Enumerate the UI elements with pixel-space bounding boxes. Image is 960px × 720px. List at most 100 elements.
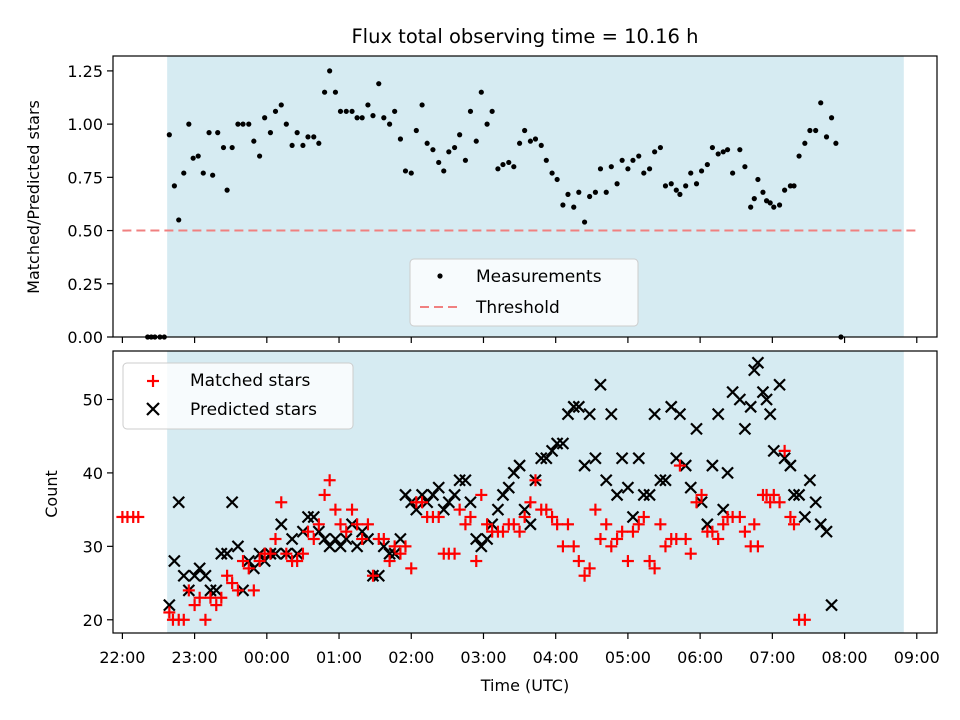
measurement-point bbox=[742, 164, 748, 170]
bottom-axes-frame bbox=[112, 350, 938, 634]
predicted-star-point bbox=[798, 510, 812, 524]
predicted-star-point bbox=[534, 451, 548, 465]
matched-star-point bbox=[453, 503, 466, 516]
matched-star-point bbox=[329, 503, 342, 516]
matched-star-point bbox=[551, 518, 564, 531]
measurement-point bbox=[473, 138, 479, 144]
matched-star-point bbox=[312, 518, 325, 531]
measurement-point bbox=[646, 166, 653, 172]
measurement-point bbox=[210, 172, 216, 178]
predicted-star-point bbox=[540, 451, 553, 465]
predicted-star-point bbox=[763, 407, 777, 421]
predicted-star-point bbox=[773, 378, 786, 392]
predicted-star-point bbox=[567, 400, 581, 414]
matched-star-point bbox=[659, 540, 672, 553]
bottom-panel: 20 30 40 50 22:00 23:00 00:00 01:00 02:00 03:00 0… bbox=[42, 350, 940, 695]
matched-star-point bbox=[448, 547, 461, 560]
predicted-star-point bbox=[615, 451, 629, 465]
matched-star-point bbox=[611, 533, 624, 545]
matched-star-point bbox=[637, 510, 650, 523]
predicted-star-point bbox=[355, 525, 369, 538]
predicted-star-point bbox=[334, 540, 347, 553]
matched-star-point bbox=[193, 591, 206, 604]
measurement-point bbox=[235, 121, 241, 127]
predicted-star-point bbox=[550, 437, 564, 450]
top-y-tick-label: 1.25 bbox=[67, 62, 103, 81]
predicted-star-point bbox=[312, 525, 326, 538]
measurement-point bbox=[397, 136, 404, 142]
matched-star-point bbox=[204, 591, 217, 604]
measurement-point bbox=[538, 142, 544, 149]
measurement-point bbox=[511, 164, 517, 170]
matched-star-point bbox=[199, 613, 212, 626]
predicted-star-point bbox=[513, 459, 526, 472]
matched-star-point bbox=[767, 488, 780, 501]
measurement-point bbox=[823, 134, 830, 140]
top-x-ticks bbox=[121, 337, 918, 343]
predicted-star-point bbox=[673, 407, 687, 421]
measurement-point bbox=[597, 166, 604, 172]
matched-star-point bbox=[706, 525, 719, 538]
measurement-point bbox=[802, 140, 808, 146]
measurement-point bbox=[215, 130, 221, 136]
count-points bbox=[116, 356, 838, 626]
matched-star-point bbox=[307, 533, 320, 545]
matched-star-point bbox=[690, 496, 703, 509]
measurement-point bbox=[662, 183, 669, 189]
measurement-point bbox=[262, 115, 268, 121]
matched-star-point bbox=[784, 510, 797, 523]
bottom-y-tick-label: 40 bbox=[83, 464, 103, 483]
predicted-star-point bbox=[225, 496, 239, 509]
measurement-point bbox=[316, 140, 322, 146]
predicted-star-point bbox=[784, 459, 797, 472]
measurement-point bbox=[200, 170, 206, 176]
predicted-star-point bbox=[199, 569, 212, 582]
predicted-star-point bbox=[459, 473, 472, 487]
matched-star-point bbox=[221, 569, 234, 582]
top-legend: Measurements Threshold bbox=[409, 258, 639, 327]
measurement-point bbox=[186, 121, 192, 127]
predicted-star-point bbox=[464, 496, 477, 509]
predicted-star-point bbox=[621, 481, 635, 494]
predicted-star-point bbox=[274, 518, 288, 531]
matched-star-point bbox=[621, 555, 634, 568]
measurement-point bbox=[813, 127, 819, 134]
x-tick-label: 03:00 bbox=[460, 648, 506, 667]
predicted-star-point bbox=[318, 532, 331, 546]
predicted-star-point bbox=[415, 488, 429, 502]
measurement-point bbox=[424, 140, 430, 146]
measurement-point bbox=[462, 157, 469, 163]
measurement-point bbox=[190, 155, 196, 161]
matched-star-point bbox=[296, 547, 309, 560]
matched-star-point bbox=[583, 562, 596, 575]
top-axes-frame bbox=[112, 55, 938, 338]
bottom-legend-box bbox=[122, 362, 354, 430]
predicted-star-point bbox=[605, 407, 618, 421]
matched-star-point bbox=[546, 510, 559, 523]
x-tick-label: 23:00 bbox=[172, 648, 218, 667]
measurement-point bbox=[419, 102, 425, 108]
matched-star-point bbox=[679, 533, 692, 545]
predicted-star-point bbox=[556, 437, 570, 450]
measurement-point bbox=[636, 153, 642, 159]
predicted-star-point bbox=[733, 393, 747, 406]
matched-star-point bbox=[773, 496, 786, 509]
predicted-star-point bbox=[204, 584, 217, 597]
predicted-star-point bbox=[643, 488, 656, 502]
matched-star-point bbox=[684, 547, 697, 560]
measurement-point bbox=[698, 168, 705, 174]
predicted-star-point bbox=[177, 569, 191, 582]
measurement-point bbox=[724, 147, 731, 153]
measurement-point bbox=[484, 121, 490, 127]
matched-star-point bbox=[507, 518, 520, 531]
measurement-point bbox=[652, 149, 658, 155]
measurement-point bbox=[441, 168, 447, 174]
matched-star-point bbox=[594, 533, 607, 545]
predicted-star-point bbox=[231, 540, 245, 553]
measurement-point bbox=[549, 170, 555, 176]
matched-star-point bbox=[475, 488, 488, 501]
matched-star-point bbox=[264, 547, 277, 560]
matched-star-point bbox=[236, 555, 249, 568]
predicted-star-point bbox=[507, 466, 521, 480]
predicted-star-point bbox=[701, 518, 714, 531]
